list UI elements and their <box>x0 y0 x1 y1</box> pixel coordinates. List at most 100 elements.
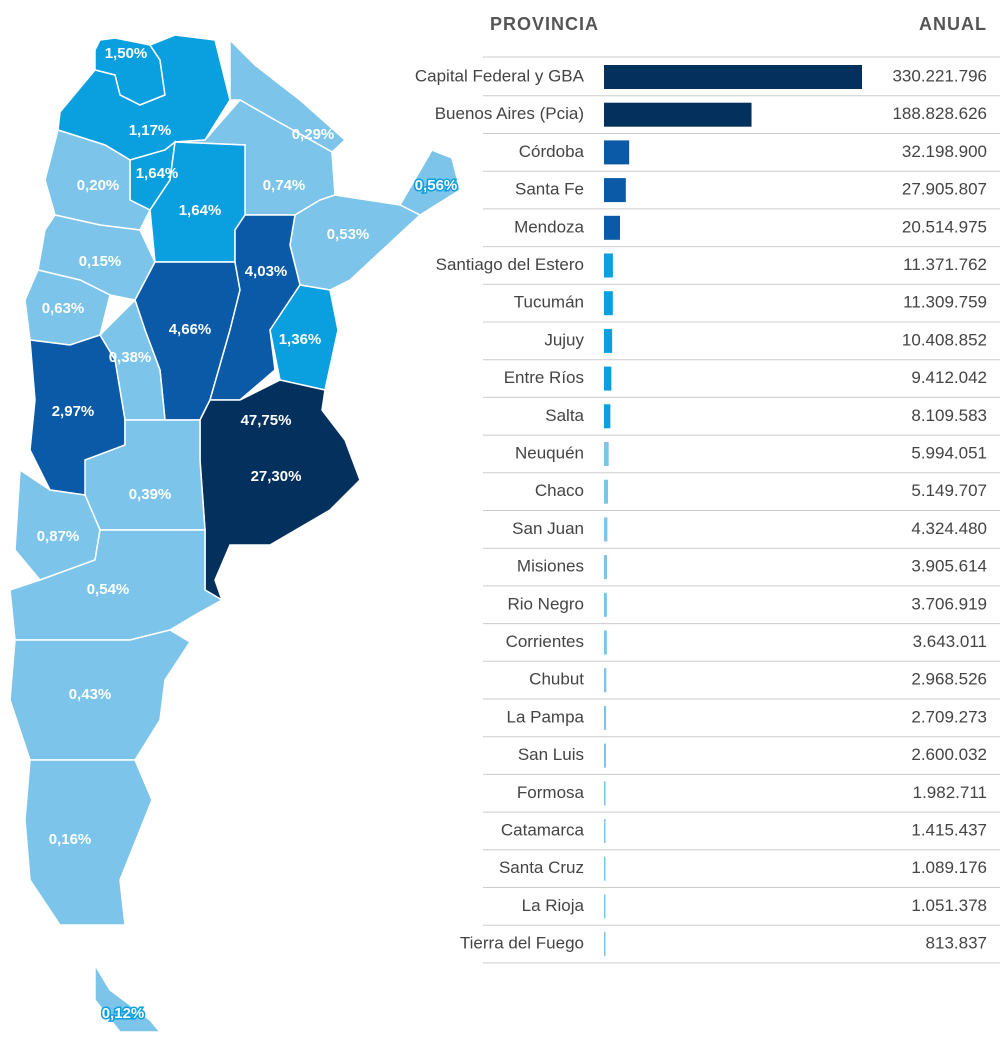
region-label: 0,43% <box>69 686 112 703</box>
bar <box>604 819 606 843</box>
province-name: Rio Negro <box>507 594 584 613</box>
province-name: Tierra del Fuego <box>460 934 584 953</box>
bar <box>604 932 606 957</box>
value-label: 11.309.759 <box>903 293 987 312</box>
province-name: Salta <box>545 406 584 425</box>
value-label: 330.221.796 <box>892 66 987 85</box>
bar <box>604 479 609 504</box>
bar <box>604 630 607 655</box>
value-label: 2.600.032 <box>911 745 987 764</box>
value-label: 27.905.807 <box>902 180 987 199</box>
bar <box>604 894 606 919</box>
region-label: 1,64% <box>136 165 179 182</box>
province-name: Chubut <box>529 670 584 689</box>
map: 1,50% 1,17% 0,29% 0,74% 1,64% 1,64% 0,20% 0,56%… <box>9 34 461 1033</box>
bar <box>604 668 607 693</box>
value-label: 3.643.011 <box>913 632 987 651</box>
province-name: La Pampa <box>507 707 585 726</box>
province-name: Neuquén <box>515 443 584 462</box>
region-label: 0,20% <box>77 177 120 194</box>
table: PROVINCIA ANUAL Capital Federal y GBA 330… <box>415 14 1000 964</box>
province-name: Tucumán <box>514 293 584 312</box>
bar <box>604 404 611 429</box>
province <box>24 759 153 926</box>
region-label: 0,56% <box>415 177 458 194</box>
region-label: 27,30% <box>251 468 302 485</box>
bar <box>604 781 606 806</box>
bar <box>604 328 613 353</box>
value-label: 11.371.762 <box>903 255 987 274</box>
region-label: 1,64% <box>179 202 222 219</box>
province-name: Córdoba <box>519 142 585 161</box>
province-name: Corrientes <box>506 632 584 651</box>
bar <box>604 442 609 466</box>
region-label: 4,03% <box>245 263 288 280</box>
bar <box>604 178 626 203</box>
value-label: 9.412.042 <box>911 368 987 387</box>
region-label: 0,16% <box>49 831 92 848</box>
value-label: 813.837 <box>926 934 987 953</box>
province <box>9 629 192 761</box>
province <box>94 962 162 1033</box>
province-name: Jujuy <box>544 330 584 349</box>
value-label: 20.514.975 <box>902 217 987 236</box>
region-label: 0,38% <box>109 349 152 366</box>
bar <box>604 705 607 730</box>
bar <box>604 366 612 391</box>
province <box>9 529 224 641</box>
value-label: 2.709.273 <box>911 707 987 726</box>
value-label: 1.051.378 <box>911 896 987 915</box>
value-label: 3.706.919 <box>911 594 987 613</box>
province-name: Santiago del Estero <box>436 255 584 274</box>
value-label: 2.968.526 <box>911 670 987 689</box>
province-name: Capital Federal y GBA <box>415 66 585 85</box>
region-label: 0,53% <box>327 226 370 243</box>
bar <box>604 856 606 881</box>
province <box>44 129 152 231</box>
bar <box>604 592 607 617</box>
bar <box>604 215 621 240</box>
value-label: 188.828.626 <box>892 104 987 123</box>
value-label: 32.198.900 <box>902 142 987 161</box>
value-label: 10.408.852 <box>902 330 987 349</box>
province-name: Mendoza <box>514 217 584 236</box>
bar <box>604 65 862 89</box>
province-name: Chaco <box>535 481 584 500</box>
bar <box>604 517 608 542</box>
value-label: 1.415.437 <box>911 820 987 839</box>
province-name: Santa Fe <box>515 180 584 199</box>
province-name: Entre Ríos <box>504 368 584 387</box>
province-name: Formosa <box>517 783 585 802</box>
province-name: Buenos Aires (Pcia) <box>435 104 584 123</box>
bar <box>604 102 752 127</box>
value-label: 1.982.711 <box>913 783 987 802</box>
bar <box>604 743 607 768</box>
region-label: 1,17% <box>129 122 172 139</box>
province-name: Catamarca <box>501 820 585 839</box>
region-label: 4,66% <box>169 321 212 338</box>
region-label: 47,75% <box>241 412 292 429</box>
region-label: 0,39% <box>129 486 172 503</box>
value-label: 5.994.051 <box>911 443 987 462</box>
province-name: San Juan <box>512 519 584 538</box>
bar <box>604 140 630 165</box>
region-label: 0,54% <box>87 581 130 598</box>
value-label: 5.149.707 <box>911 481 987 500</box>
region-label: 1,50% <box>105 45 148 62</box>
region-label: 0,29% <box>292 126 335 143</box>
province-name: Misiones <box>517 557 584 576</box>
region-label: 0,12% <box>102 1005 145 1022</box>
value-label: 8.109.583 <box>911 406 987 425</box>
province <box>209 214 301 401</box>
region-label: 0,87% <box>37 528 80 545</box>
province-name: La Rioja <box>522 896 585 915</box>
column-header: ANUAL <box>919 14 987 34</box>
bar <box>604 291 613 316</box>
province-name: Santa Cruz <box>499 858 584 877</box>
value-label: 4.324.480 <box>911 519 987 538</box>
column-header: PROVINCIA <box>490 14 599 34</box>
bar <box>604 555 608 580</box>
value-label: 3.905.614 <box>911 557 987 576</box>
region-label: 0,15% <box>79 253 122 270</box>
